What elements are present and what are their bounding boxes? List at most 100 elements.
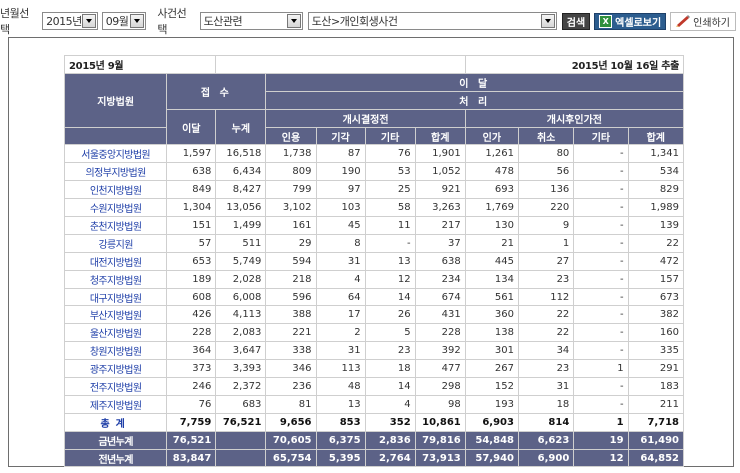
chevron-down-icon[interactable] xyxy=(81,14,96,28)
table-cell: 87 xyxy=(315,144,366,164)
month-select[interactable]: 09월 xyxy=(101,12,147,30)
table-cell: 48 xyxy=(315,377,366,396)
table-cell: 22 xyxy=(627,233,685,253)
table-cell: 360 xyxy=(464,305,519,325)
header-disposed: 이 달 xyxy=(265,72,684,92)
table-cell: 80 xyxy=(517,144,575,164)
table-cell: 31 xyxy=(517,377,575,396)
table-cell: - xyxy=(573,305,629,325)
court-name[interactable]: 울산지방법원 xyxy=(63,323,168,343)
print-label: 인쇄하기 xyxy=(693,17,730,29)
table-cell: 809 xyxy=(265,162,317,182)
table-cell: 1 xyxy=(573,412,629,432)
table-cell: 54,848 xyxy=(464,430,519,450)
chevron-down-icon[interactable] xyxy=(286,14,301,28)
table-cell: 27 xyxy=(517,251,575,271)
table-cell: 190 xyxy=(315,162,366,182)
header-after-start: 개시후인가전 xyxy=(464,108,685,128)
total-row: 총계 7,759 76,521 9,656 853 352 10,861 6,903 814 1 7… xyxy=(63,412,685,432)
table-cell: 193 xyxy=(464,394,519,414)
court-name[interactable]: 대전지방법원 xyxy=(63,251,168,271)
table-row: 인천지방법원 849 8,427 799 97 25 921 693 136-829 xyxy=(63,180,685,200)
table-cell: 814 xyxy=(517,412,575,432)
table-cell: 3,647 xyxy=(215,341,267,361)
table-cell: 37 xyxy=(414,233,466,253)
col-header: 기각 xyxy=(315,126,366,146)
case-category-select[interactable]: 도산관련 xyxy=(199,12,303,30)
court-name[interactable]: 수원지방법원 xyxy=(63,198,168,218)
table-cell: 11 xyxy=(364,216,416,235)
table-cell: 382 xyxy=(627,305,685,325)
table-cell: 160 xyxy=(627,323,685,343)
year-select-value: 2015년 xyxy=(46,15,82,28)
table-cell: 301 xyxy=(464,341,519,361)
total-label: 총계 xyxy=(63,412,168,432)
court-name[interactable]: 광주지방법원 xyxy=(63,359,168,379)
court-name[interactable]: 제주지방법원 xyxy=(63,394,168,414)
excel-view-button[interactable]: X 엑셀로보기 xyxy=(594,12,667,30)
court-name[interactable]: 대구지방법원 xyxy=(63,287,168,307)
table-cell: 17 xyxy=(315,305,366,325)
table-cell: 472 xyxy=(627,251,685,271)
table-cell: 83,847 xyxy=(166,448,217,468)
table-cell: 683 xyxy=(215,394,267,414)
court-name[interactable]: 서울중앙지방법원 xyxy=(63,144,168,164)
header-this-month: 이달 xyxy=(166,108,217,146)
table-cell: 12 xyxy=(573,448,629,468)
table-cell: 26 xyxy=(364,305,416,325)
court-name[interactable]: 부산지방법원 xyxy=(63,305,168,325)
table-cell: 3,263 xyxy=(414,198,466,218)
table-cell: 426 xyxy=(166,305,217,325)
table-row: 청주지방법원 189 2,028 218 4 12 234 134 23-157 xyxy=(63,269,685,289)
table-cell: 431 xyxy=(414,305,466,325)
table-cell: 22 xyxy=(517,323,575,343)
table-cell: 8 xyxy=(315,233,366,253)
excel-icon: X xyxy=(599,14,613,28)
table-cell: - xyxy=(573,198,629,218)
table-cell: 19 xyxy=(573,430,629,450)
table-cell: 6,623 xyxy=(517,430,575,450)
table-cell: 9,656 xyxy=(265,412,317,432)
table-cell: - xyxy=(573,394,629,414)
table-cell: 56 xyxy=(517,162,575,182)
table-cell: - xyxy=(364,233,416,253)
header-received: 접 수 xyxy=(166,72,267,110)
report-period: 2015년 9월 xyxy=(63,55,217,74)
col-header: 기타 xyxy=(573,126,629,146)
table-cell: - xyxy=(573,287,629,307)
table-cell: 236 xyxy=(265,377,317,396)
court-name[interactable]: 의정부지방법원 xyxy=(63,162,168,182)
court-name[interactable]: 춘천지방법원 xyxy=(63,216,168,235)
table-cell: 73,913 xyxy=(414,448,466,468)
court-name[interactable]: 창원지방법원 xyxy=(63,341,168,361)
chevron-down-icon[interactable] xyxy=(540,14,555,28)
header-cumulative: 누계 xyxy=(215,108,267,146)
table-cell: 1,052 xyxy=(414,162,466,182)
table-cell: 98 xyxy=(414,394,466,414)
table-cell: 1,738 xyxy=(265,144,317,164)
table-cell: 61,490 xyxy=(627,430,685,450)
table-cell: 136 xyxy=(517,180,575,200)
chevron-down-icon[interactable] xyxy=(130,14,145,28)
table-cell: 14 xyxy=(364,287,416,307)
court-name[interactable]: 강릉지원 xyxy=(63,233,168,253)
table-cell: 113 xyxy=(315,359,366,379)
court-name[interactable]: 인천지방법원 xyxy=(63,180,168,200)
case-type-select[interactable]: 도산>개인회생사건 xyxy=(307,12,557,30)
table-cell: 64,852 xyxy=(627,448,685,468)
table-row: 수원지방법원 1,304 13,056 3,102 103 58 3,263 1,769 220… xyxy=(63,198,685,218)
table-cell: 561 xyxy=(464,287,519,307)
court-name[interactable]: 청주지방법원 xyxy=(63,269,168,289)
search-button[interactable]: 검색 xyxy=(561,12,591,30)
table-cell: 2,028 xyxy=(215,269,267,289)
year-month-label: 년월선택 xyxy=(0,7,29,36)
print-button[interactable]: 인쇄하기 xyxy=(670,11,736,31)
table-cell: 799 xyxy=(265,180,317,200)
header-row-1: 지방법원 접 수 이 달 xyxy=(63,72,684,128)
table-cell: 693 xyxy=(464,180,519,200)
table-row: 울산지방법원 228 2,083 221 2 5 228 138 22-160 xyxy=(63,323,685,343)
court-name[interactable]: 전주지방법원 xyxy=(63,377,168,396)
table-cell: - xyxy=(573,233,629,253)
year-select[interactable]: 2015년 xyxy=(42,12,98,30)
header-row-2: 처 리 xyxy=(65,90,684,110)
